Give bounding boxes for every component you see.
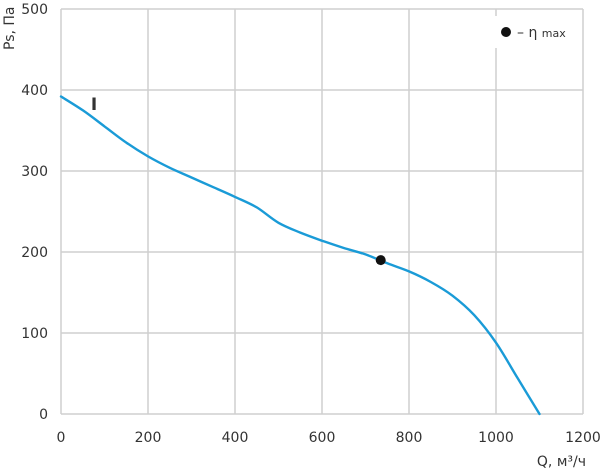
x-tick-label: 600 (309, 430, 336, 446)
x-tick-label: 200 (135, 430, 162, 446)
x-tick-label: 1000 (478, 430, 514, 446)
legend: – η max (494, 16, 578, 48)
legend-label: – η max (517, 25, 566, 41)
series-line-i (59, 95, 541, 416)
x-tick-label: 1200 (565, 430, 600, 446)
x-tick-label: 0 (57, 430, 66, 446)
y-tick-label: 200 (21, 245, 48, 261)
axis-tick-labels: 0 200 400 600 800 1000 1200 0 100 200 300 400 500 (21, 2, 600, 446)
grid-lines (60, 8, 584, 415)
x-tick-label: 400 (222, 430, 249, 446)
y-tick-label: 100 (21, 326, 48, 342)
y-tick-label: 0 (39, 407, 48, 423)
efficiency-max-marker (375, 255, 386, 266)
series-label-i: I (91, 95, 97, 115)
y-tick-label: 500 (21, 2, 48, 18)
x-axis-title: Q, м³/ч (537, 454, 586, 470)
y-axis-title: Ps, Па (2, 7, 18, 51)
legend-subscript: max (542, 27, 566, 40)
y-tick-label: 400 (21, 83, 48, 99)
x-tick-label: 800 (396, 430, 423, 446)
legend-marker-icon (501, 27, 511, 37)
y-tick-label: 300 (21, 164, 48, 180)
legend-eta: – η (517, 25, 537, 41)
